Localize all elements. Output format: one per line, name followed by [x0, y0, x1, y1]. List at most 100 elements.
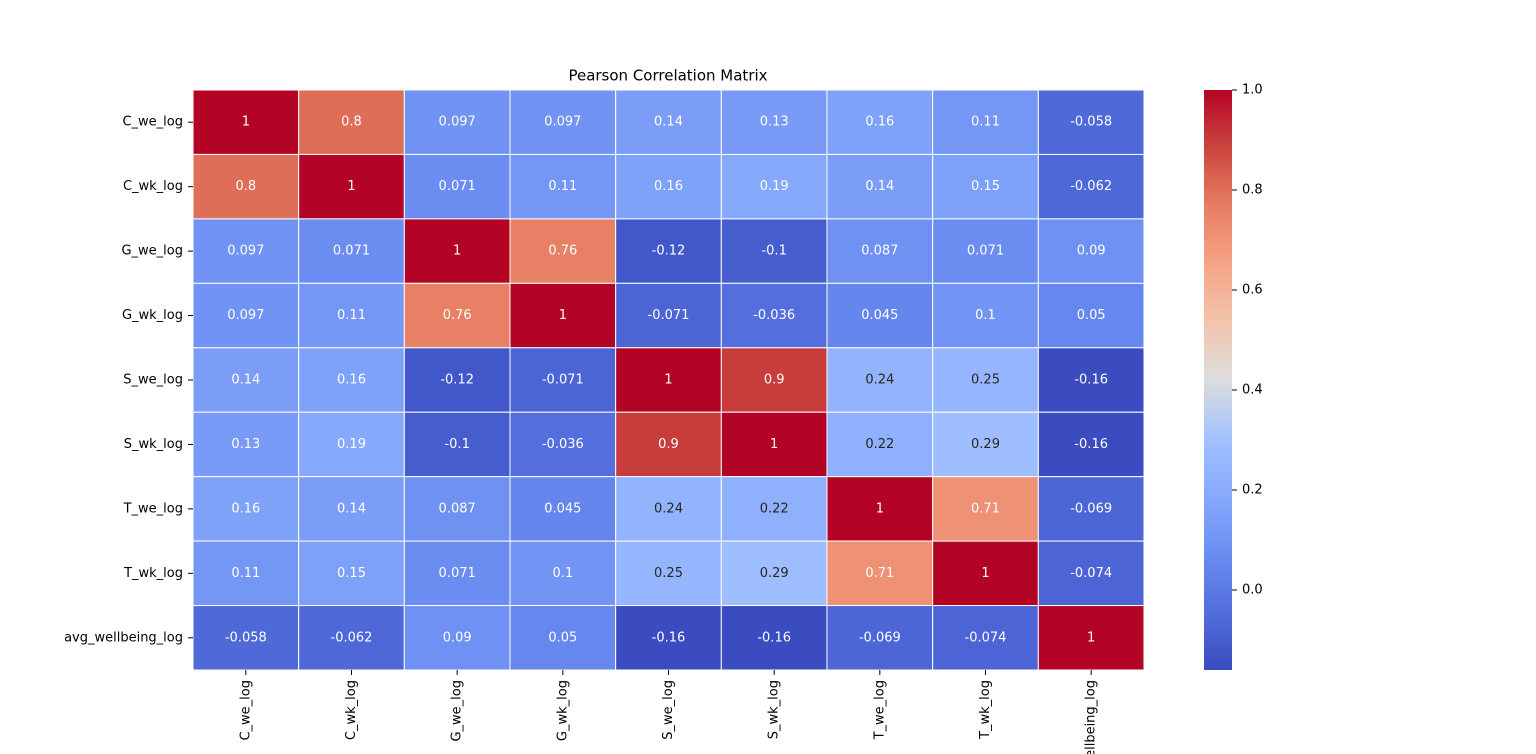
heatmap-cell [298, 89, 405, 155]
cell-label: 0.11 [971, 115, 1000, 130]
colorbar-tick-label: 0.8 [1242, 183, 1263, 198]
y-tick-label: C_wk_log [123, 179, 183, 194]
heatmap-cell [509, 411, 617, 478]
colorbar [1204, 90, 1232, 670]
heatmap-cell [192, 411, 300, 478]
cell-label: 0.76 [548, 244, 577, 259]
heatmap-cell [720, 540, 828, 607]
cell-label: 0.097 [227, 244, 264, 259]
heatmap-cell [192, 153, 300, 220]
cell-label: 0.087 [439, 501, 476, 516]
x-tick-label: G_we_log [450, 680, 465, 742]
cell-label: 0.09 [443, 630, 472, 645]
cell-label: 0.071 [439, 566, 476, 581]
cell-label: 0.29 [971, 437, 1000, 452]
heatmap-cell [192, 540, 300, 607]
heatmap-cell [826, 347, 934, 413]
heatmap-cell [932, 282, 1039, 349]
cell-label: 0.24 [654, 501, 683, 516]
cell-label: 0.71 [865, 566, 894, 581]
cell-label: 0.09 [1077, 244, 1106, 259]
cell-label: -0.036 [753, 308, 795, 323]
cell-label: 1 [770, 437, 778, 452]
heatmap-cell [615, 218, 722, 284]
heatmap-cell [1037, 605, 1145, 671]
heatmap-cell [509, 540, 617, 607]
cell-label: 1 [664, 373, 672, 388]
heatmap-cell [192, 347, 300, 413]
y-tick-label: T_wk_log [123, 566, 183, 581]
heatmap-cell [826, 218, 934, 284]
cell-label: 0.1 [552, 566, 573, 581]
cell-label: -0.074 [1070, 566, 1112, 581]
heatmap-cell [615, 605, 722, 671]
chart-title: Pearson Correlation Matrix [568, 67, 767, 85]
cell-label: 0.097 [439, 115, 476, 130]
heatmap-cell [1037, 218, 1145, 284]
colorbar-tick-label: 1.0 [1242, 83, 1263, 98]
heatmap-cell [403, 540, 511, 607]
cell-label: -0.069 [859, 630, 901, 645]
cell-label: 0.087 [861, 244, 898, 259]
cell-label: 0.8 [341, 115, 362, 130]
cell-label: 0.9 [658, 437, 679, 452]
heatmap-cell [615, 411, 722, 478]
cell-label: 0.097 [227, 308, 264, 323]
heatmap-cell [509, 89, 617, 155]
cell-label: 0.05 [548, 630, 577, 645]
cell-label: 0.24 [865, 373, 894, 388]
cell-label: 0.11 [548, 179, 577, 194]
cell-label: -0.069 [1070, 501, 1112, 516]
heatmap-cell [298, 476, 405, 542]
heatmap-cell [298, 282, 405, 349]
cell-label: 0.071 [967, 244, 1004, 259]
cell-label: -0.062 [331, 630, 373, 645]
heatmap-cell [615, 476, 722, 542]
cell-label: -0.16 [757, 630, 791, 645]
y-tick-label: S_wk_log [124, 437, 183, 452]
y-tick-label: T_we_log [123, 501, 183, 516]
y-tick-label: G_wk_log [122, 308, 183, 323]
cell-label: 0.045 [861, 308, 898, 323]
cell-label: 1 [981, 566, 989, 581]
cell-label: 0.71 [971, 501, 1000, 516]
heatmap-cell [720, 605, 828, 671]
cell-label: 1 [242, 115, 250, 130]
heatmap-cell [826, 605, 934, 671]
cell-label: 0.19 [760, 179, 789, 194]
x-tick-label: C_we_log [238, 680, 253, 741]
y-tick-label: avg_wellbeing_log [64, 630, 183, 645]
y-tick-label: G_we_log [121, 244, 183, 259]
cell-label: 1 [453, 244, 461, 259]
colorbar-tick-label: 0.2 [1242, 483, 1263, 498]
cell-label: 0.14 [654, 115, 683, 130]
cell-label: 1 [1087, 630, 1095, 645]
cell-label: -0.12 [440, 373, 474, 388]
cell-label: -0.058 [1070, 115, 1112, 130]
heatmap-cell [1037, 411, 1145, 478]
cell-label: -0.036 [542, 437, 584, 452]
heatmap-cell [509, 153, 617, 220]
cell-label: 0.13 [231, 437, 260, 452]
heatmap-cell [1037, 347, 1145, 413]
heatmap-cell [509, 282, 617, 349]
heatmap-cell [932, 411, 1039, 478]
y-tick-label: C_we_log [122, 115, 183, 130]
cell-label: -0.16 [1074, 437, 1108, 452]
cell-label: -0.058 [225, 630, 267, 645]
heatmap-cell [298, 347, 405, 413]
cell-label: -0.1 [761, 244, 786, 259]
cell-label: 1 [559, 308, 567, 323]
cell-label: 0.11 [337, 308, 366, 323]
x-tick-label: S_we_log [661, 680, 676, 740]
heatmap-cell [720, 89, 828, 155]
cell-label: -0.071 [648, 308, 690, 323]
heatmap-cell [403, 218, 511, 284]
cell-label: 0.25 [971, 373, 1000, 388]
heatmap-cell [403, 153, 511, 220]
cell-label: 0.16 [865, 115, 894, 130]
cell-label: 0.097 [544, 115, 581, 130]
cell-label: 0.05 [1077, 308, 1106, 323]
cell-label: -0.074 [965, 630, 1007, 645]
heatmap-cell [509, 218, 617, 284]
